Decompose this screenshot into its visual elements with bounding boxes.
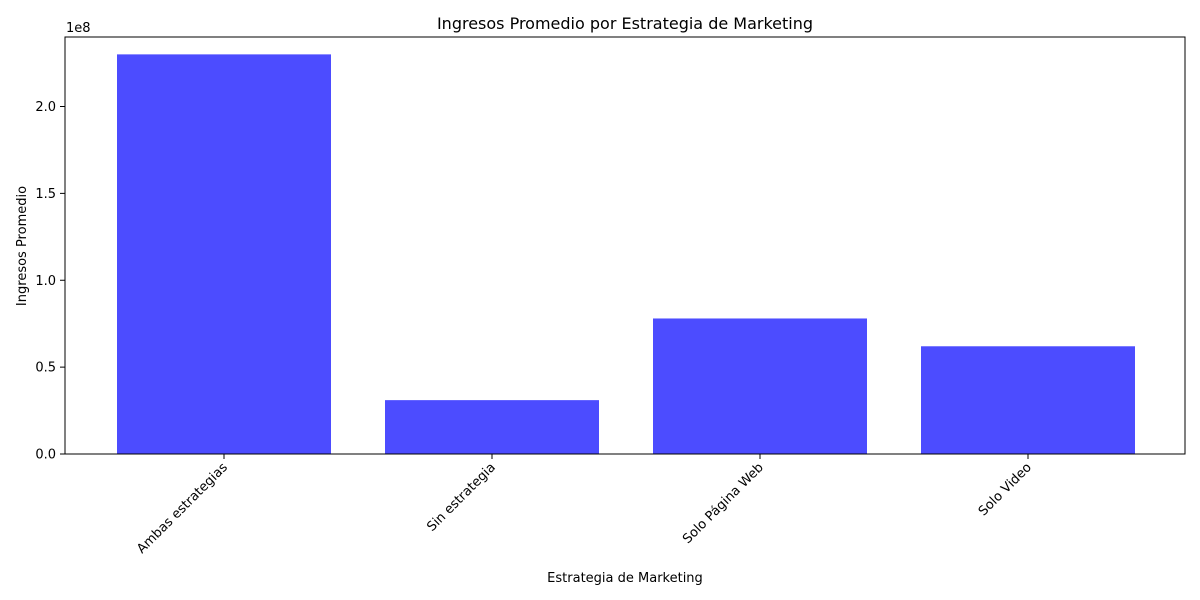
chart-title: Ingresos Promedio por Estrategia de Mark… bbox=[437, 14, 813, 33]
y-axis-label: Ingresos Promedio bbox=[15, 186, 30, 306]
bar-0 bbox=[117, 54, 331, 454]
bar-1 bbox=[385, 400, 599, 454]
y-tick-label-1: 0.5 bbox=[35, 361, 56, 376]
y-multiplier-label: 1e8 bbox=[66, 21, 91, 36]
y-tick-label-4: 2.0 bbox=[35, 100, 56, 115]
y-tick-label-0: 0.0 bbox=[35, 448, 56, 463]
x-tick-label-3: Solo Video bbox=[976, 460, 1035, 519]
plot-frame bbox=[64, 36, 1186, 455]
y-tick-label-3: 1.5 bbox=[35, 187, 56, 202]
x-tick-label-1: Sin estrategia bbox=[424, 460, 498, 534]
x-axis: Ambas estrategias Sin estrategia Solo Pági… bbox=[134, 454, 1035, 557]
bars-group bbox=[117, 54, 1135, 454]
y-tick-label-2: 1.0 bbox=[35, 274, 56, 289]
bar-2 bbox=[653, 318, 867, 454]
x-tick-label-2: Solo Página Web bbox=[680, 460, 767, 547]
y-axis: 0.0 0.5 1.0 1.5 2.0 bbox=[35, 100, 65, 463]
bar-3 bbox=[921, 346, 1135, 454]
x-axis-label: Estrategia de Marketing bbox=[547, 571, 703, 586]
x-tick-label-0: Ambas estrategias bbox=[134, 460, 231, 557]
